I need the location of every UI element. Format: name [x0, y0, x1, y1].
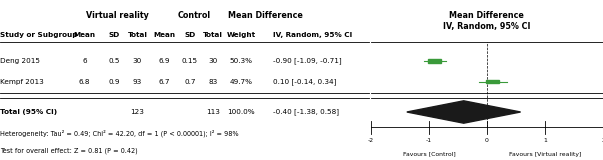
Text: 50.3%: 50.3% — [230, 58, 253, 64]
Text: Weight: Weight — [227, 32, 256, 38]
Polygon shape — [407, 101, 520, 123]
Text: Mean Difference
IV, Random, 95% CI: Mean Difference IV, Random, 95% CI — [443, 11, 531, 31]
Text: 0: 0 — [485, 138, 489, 143]
Text: Heterogeneity: Tau² = 0.49; Chi² = 42.20, df = 1 (P < 0.00001); I² = 98%: Heterogeneity: Tau² = 0.49; Chi² = 42.20… — [0, 129, 239, 136]
FancyBboxPatch shape — [428, 59, 441, 63]
Text: 83: 83 — [208, 79, 218, 85]
Text: SD: SD — [185, 32, 195, 38]
Text: Deng 2015: Deng 2015 — [0, 58, 40, 64]
Text: -1: -1 — [426, 138, 432, 143]
Text: Mean: Mean — [153, 32, 175, 38]
Text: 30: 30 — [133, 58, 142, 64]
Text: 1: 1 — [543, 138, 547, 143]
Text: 49.7%: 49.7% — [230, 79, 253, 85]
Text: 30: 30 — [208, 58, 218, 64]
Text: Mean: Mean — [74, 32, 95, 38]
Text: 0.9: 0.9 — [109, 79, 121, 85]
Text: 6: 6 — [82, 58, 87, 64]
Text: -0.40 [-1.38, 0.58]: -0.40 [-1.38, 0.58] — [273, 109, 338, 115]
Text: IV, Random, 95% CI: IV, Random, 95% CI — [273, 32, 352, 38]
Text: 0.15: 0.15 — [182, 58, 198, 64]
Text: 0.5: 0.5 — [109, 58, 121, 64]
Text: SD: SD — [109, 32, 120, 38]
Text: Favours [Control]: Favours [Control] — [403, 152, 455, 157]
Text: 6.9: 6.9 — [158, 58, 170, 64]
Text: Kempf 2013: Kempf 2013 — [0, 79, 44, 85]
Text: Total: Total — [203, 32, 223, 38]
Text: Mean Difference: Mean Difference — [229, 11, 303, 20]
Text: 123: 123 — [130, 109, 145, 115]
Text: -2: -2 — [368, 138, 374, 143]
Text: Virtual reality: Virtual reality — [86, 11, 148, 20]
Text: 0.10 [-0.14, 0.34]: 0.10 [-0.14, 0.34] — [273, 78, 336, 85]
Text: 6.7: 6.7 — [158, 79, 170, 85]
Text: Control: Control — [177, 11, 210, 20]
Text: Test for overall effect: Z = 0.81 (P = 0.42): Test for overall effect: Z = 0.81 (P = 0… — [0, 147, 137, 154]
Text: -0.90 [-1.09, -0.71]: -0.90 [-1.09, -0.71] — [273, 57, 341, 64]
Text: Study or Subgroup: Study or Subgroup — [0, 32, 78, 38]
Text: Total (95% CI): Total (95% CI) — [0, 109, 57, 115]
Text: 113: 113 — [206, 109, 220, 115]
FancyBboxPatch shape — [486, 80, 499, 83]
Text: 2: 2 — [601, 138, 603, 143]
Text: Favours [Virtual reality]: Favours [Virtual reality] — [509, 152, 581, 157]
Text: 0.7: 0.7 — [184, 79, 196, 85]
Text: 93: 93 — [133, 79, 142, 85]
Text: 100.0%: 100.0% — [227, 109, 255, 115]
Text: Total: Total — [128, 32, 147, 38]
Text: 6.8: 6.8 — [78, 79, 90, 85]
